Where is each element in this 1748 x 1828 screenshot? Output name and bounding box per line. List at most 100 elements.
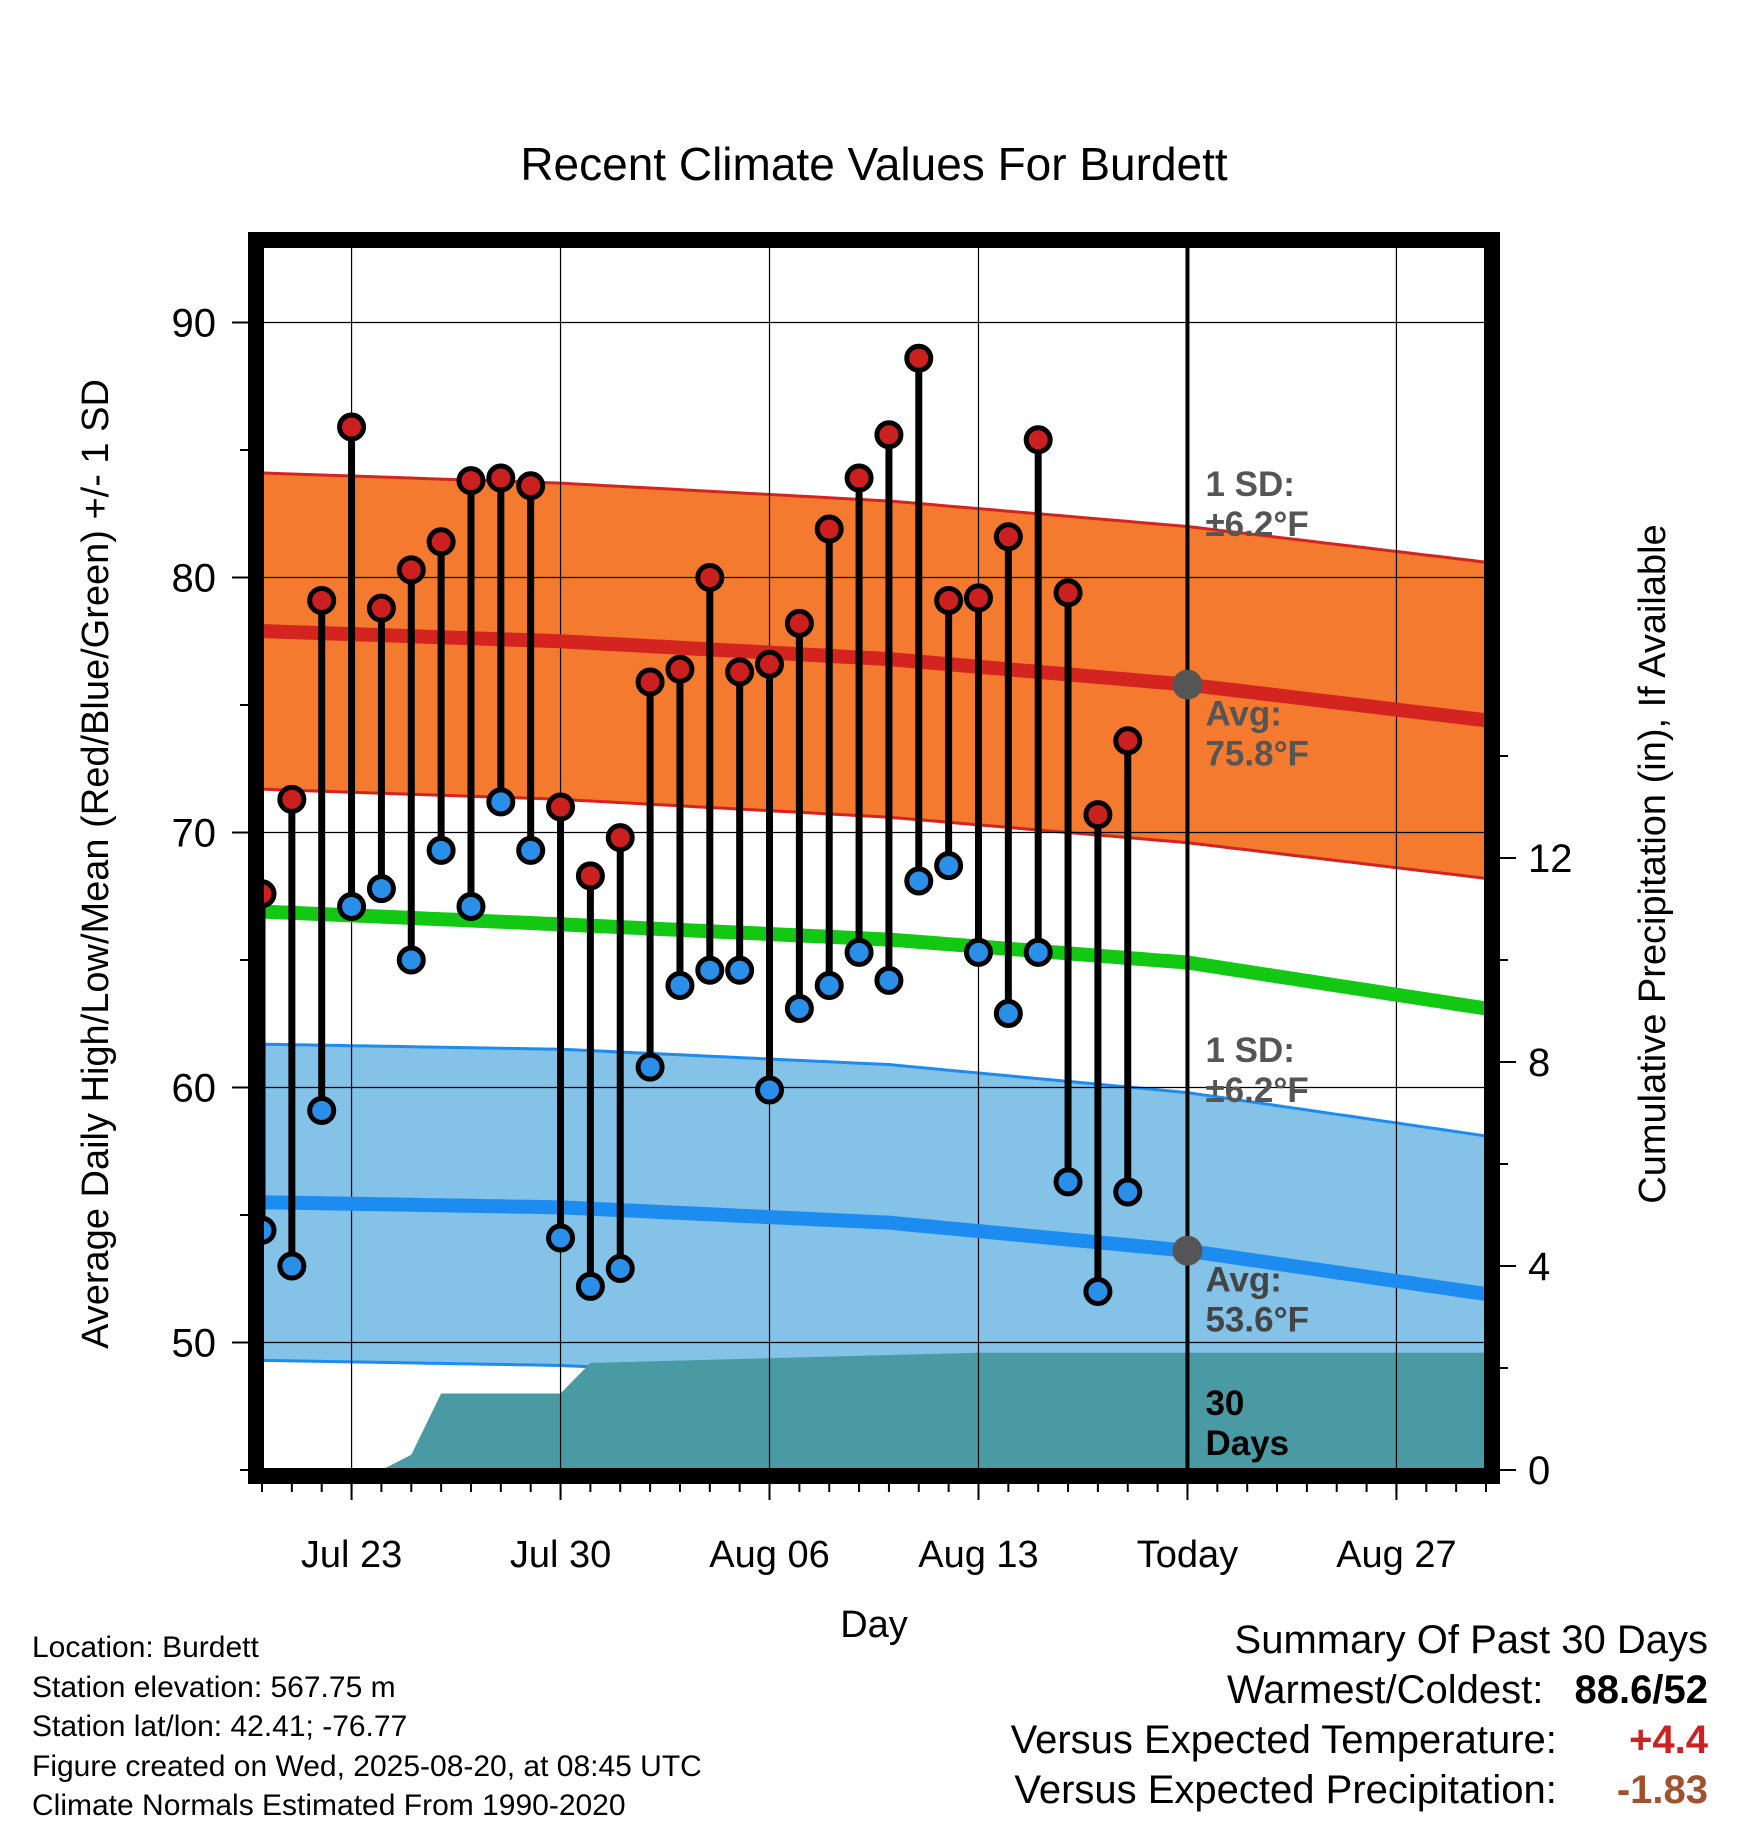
daily-low-point: [934, 851, 964, 881]
daily-high-point: [575, 861, 605, 891]
y-tick-label: 80: [172, 557, 217, 601]
latlon-text: Station lat/lon: 42.41; -76.77: [32, 1710, 408, 1743]
x-tick-label: Jul 23: [301, 1534, 402, 1576]
today-high-avg-marker: [1172, 669, 1203, 700]
high-band-lower-edge: [262, 787, 1486, 880]
daily-low-point: [575, 1271, 605, 1301]
x-tick-label: Aug 13: [918, 1534, 1038, 1576]
daily-low-point: [337, 891, 367, 921]
high-avg-annotation: 75.8°F: [1205, 734, 1309, 773]
daily-low-point: [993, 999, 1023, 1029]
daily-low-point: [262, 1215, 277, 1245]
daily-low-point: [844, 937, 874, 967]
daily-high-point: [874, 420, 904, 450]
y-axis-label: Average Daily High/Low/Mean (Red/Blue/Gr…: [75, 379, 117, 1349]
precip-departure-value: -1.83: [1616, 1768, 1708, 1812]
high-sd-band: [262, 472, 1486, 879]
warmest-value: 88.6/52: [1574, 1668, 1708, 1712]
daily-low-point: [784, 993, 814, 1023]
temp-departure-label: Versus Expected Temperature:: [1010, 1718, 1557, 1762]
daily-low-point: [456, 891, 486, 921]
daily-low-point: [1023, 937, 1053, 967]
daily-low-point: [1083, 1277, 1113, 1306]
station-info: Location: Burdett Station elevation: 567…: [32, 1628, 702, 1826]
daily-high-point: [963, 583, 993, 613]
today-low-avg-marker: [1172, 1235, 1203, 1266]
elevation-text: Station elevation: 567.75 m: [32, 1670, 396, 1704]
daily-low-point: [725, 955, 755, 985]
y2-tick-label: 12: [1528, 837, 1573, 881]
daily-low-point: [635, 1052, 665, 1082]
daily-low-point: [665, 971, 695, 1000]
daily-low-point: [546, 1223, 576, 1253]
summary-title: Summary Of Past 30 Days: [1234, 1618, 1708, 1662]
y-tick-label: 60: [172, 1067, 217, 1111]
daily-high-point: [277, 784, 307, 814]
x-tick-label: Aug 27: [1336, 1534, 1456, 1576]
daily-high-point: [904, 343, 934, 373]
days-annotation: 30: [1205, 1384, 1244, 1423]
low-avg-line: [262, 1195, 1486, 1301]
daily-high-point: [665, 654, 695, 684]
daily-high-point: [784, 608, 814, 638]
x-tick-label: Aug 06: [709, 1534, 829, 1576]
daily-low-point: [486, 787, 516, 817]
low-avg-annotation: Avg:: [1205, 1261, 1281, 1300]
daily-high-point: [755, 649, 785, 679]
days-annotation: Days: [1205, 1424, 1289, 1463]
y-tick-label: 70: [172, 812, 217, 856]
daily-high-point: [516, 471, 546, 501]
low-band-upper-edge: [262, 1042, 1486, 1138]
warmest-label: Warmest/Coldest:: [1227, 1668, 1544, 1712]
daily-high-point: [1053, 578, 1083, 608]
location-text: Location: Burdett: [32, 1631, 259, 1664]
summary-panel: Summary Of Past 30 Days Warmest/Coldest:…: [1011, 1615, 1708, 1815]
y-tick-label: 50: [172, 1322, 217, 1366]
summary-temp-row: Versus Expected Temperature: +4.4: [1011, 1715, 1708, 1765]
daily-high-point: [486, 463, 516, 493]
daily-high-point: [1113, 726, 1143, 756]
daily-high-point: [337, 412, 367, 442]
high-sd-annotation: 1 SD:: [1205, 465, 1294, 504]
chart-title: Recent Climate Values For Burdett: [520, 138, 1228, 190]
daily-high-point: [1083, 800, 1113, 830]
high-avg-annotation: Avg:: [1205, 694, 1281, 733]
normals-text: Climate Normals Estimated From 1990-2020: [32, 1789, 626, 1822]
summary-precip-row: Versus Expected Precipitation: -1.83: [1011, 1765, 1708, 1815]
daily-low-point: [814, 971, 844, 1000]
daily-low-point: [396, 945, 426, 975]
daily-high-point: [605, 823, 635, 853]
high-avg-line: [262, 624, 1486, 728]
daily-low-point: [1053, 1167, 1083, 1197]
precip-departure-label: Versus Expected Precipitation:: [1014, 1768, 1557, 1812]
x-tick-label: Today: [1137, 1534, 1238, 1576]
high-sd-annotation: ±6.2°F: [1205, 505, 1308, 544]
x-tick-label: Jul 30: [510, 1534, 611, 1576]
daily-low-point: [366, 874, 396, 904]
daily-low-point: [605, 1254, 635, 1284]
summary-warmest-row: Warmest/Coldest: 88.6/52: [1011, 1665, 1708, 1715]
daily-high-point: [262, 879, 277, 909]
low-sd-annotation: 1 SD:: [1205, 1031, 1294, 1070]
daily-high-point: [456, 466, 486, 496]
daily-high-point: [396, 555, 426, 585]
daily-low-point: [1113, 1177, 1143, 1207]
low-sd-band: [262, 1044, 1486, 1453]
daily-low-point: [695, 955, 725, 985]
precip-area: [262, 1352, 1486, 1470]
daily-high-point: [934, 585, 964, 615]
daily-high-point: [1023, 425, 1053, 455]
daily-low-point: [963, 937, 993, 967]
daily-low-point: [277, 1251, 307, 1281]
daily-high-point: [366, 593, 396, 623]
daily-high-point: [635, 667, 665, 697]
daily-low-point: [904, 866, 934, 896]
y2-tick-label: 0: [1528, 1449, 1550, 1493]
daily-low-point: [307, 1095, 337, 1125]
daily-low-point: [755, 1075, 785, 1105]
low-sd-annotation: ±6.2°F: [1205, 1071, 1308, 1110]
y-tick-label: 90: [172, 302, 217, 346]
daily-high-point: [725, 657, 755, 687]
